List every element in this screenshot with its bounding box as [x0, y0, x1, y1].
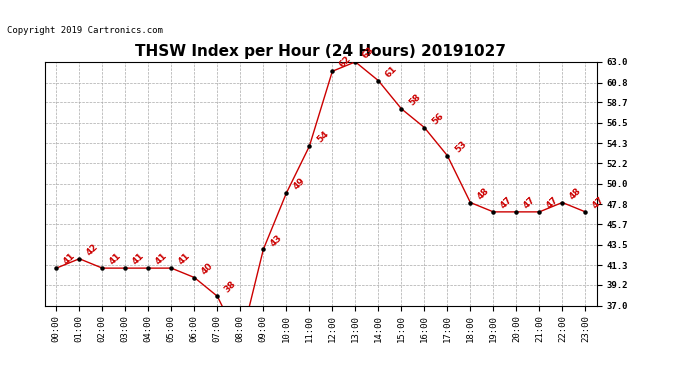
Text: 47: 47 [545, 195, 560, 210]
Point [97, 265, 108, 271]
Point [281, 190, 292, 196]
Text: 41: 41 [154, 252, 169, 267]
Point [166, 265, 177, 271]
Point [189, 274, 200, 280]
Text: 48: 48 [568, 186, 583, 201]
Text: 61: 61 [384, 64, 399, 79]
Text: 49: 49 [292, 176, 307, 192]
Point [557, 200, 568, 206]
Text: 63: 63 [361, 45, 376, 60]
Title: THSW Index per Hour (24 Hours) 20191027: THSW Index per Hour (24 Hours) 20191027 [135, 44, 506, 59]
Point [534, 209, 545, 215]
Text: 53: 53 [453, 139, 468, 154]
Text: 54: 54 [315, 130, 331, 145]
Text: 48: 48 [476, 186, 491, 201]
Point [465, 200, 476, 206]
Point [120, 265, 131, 271]
Point [143, 265, 154, 271]
Point [373, 78, 384, 84]
Text: 40: 40 [200, 261, 215, 276]
Point [580, 209, 591, 215]
Text: 47: 47 [522, 195, 538, 210]
Text: 41: 41 [108, 252, 124, 267]
Text: 43: 43 [269, 233, 284, 248]
Text: 62: 62 [338, 55, 353, 70]
Point [350, 59, 361, 65]
Text: 38: 38 [223, 280, 238, 295]
Point [327, 68, 338, 74]
Text: 33: 33 [0, 374, 1, 375]
Text: 56: 56 [430, 111, 445, 126]
Point [74, 256, 85, 262]
Text: THSW  (°F): THSW (°F) [518, 37, 576, 47]
Point [419, 124, 430, 130]
Point [51, 265, 62, 271]
Point [258, 246, 269, 252]
Point [304, 143, 315, 149]
Text: 42: 42 [85, 242, 100, 257]
Point [511, 209, 522, 215]
Text: 58: 58 [407, 92, 422, 107]
Text: Copyright 2019 Cartronics.com: Copyright 2019 Cartronics.com [7, 26, 163, 35]
Point [488, 209, 499, 215]
Point [235, 340, 246, 346]
Text: 41: 41 [177, 252, 193, 267]
Point [212, 293, 223, 299]
Text: 47: 47 [499, 195, 514, 210]
Text: 41: 41 [62, 252, 77, 267]
Text: 41: 41 [131, 252, 146, 267]
Text: 47: 47 [591, 195, 607, 210]
Point [442, 153, 453, 159]
Point [396, 106, 407, 112]
